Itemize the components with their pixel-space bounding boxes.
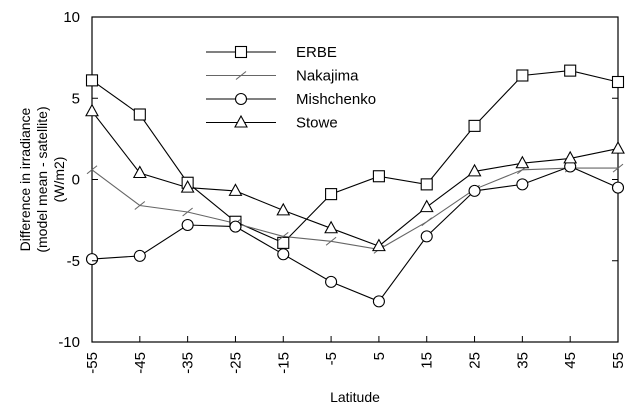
x-tick-label: 25 — [467, 352, 484, 369]
data-point-mishchenko — [229, 220, 242, 233]
y-axis-title-line: (model mean - satellite) — [34, 106, 50, 252]
data-point-erbe — [564, 64, 577, 77]
x-tick-label: -5 — [323, 352, 340, 365]
data-point-mishchenko — [372, 295, 385, 308]
data-point-nakajima — [134, 201, 146, 210]
data-point-mishchenko — [468, 184, 481, 197]
data-point-nakajima — [612, 163, 624, 173]
legend-marker-mishchenko — [234, 92, 248, 106]
legend-label-mishchenko: Mishchenko — [296, 91, 376, 108]
x-tick-label: -55 — [84, 352, 101, 374]
legend-marker-stowe — [234, 114, 248, 128]
series-line-nakajima — [91, 167, 618, 250]
x-tick-label: 15 — [419, 352, 436, 369]
data-point-stowe — [419, 199, 434, 213]
x-tick-label: -45 — [132, 352, 149, 374]
x-tick-label: -25 — [227, 352, 244, 374]
data-point-erbe — [133, 108, 146, 121]
data-point-erbe — [420, 178, 433, 191]
legend-label-nakajima: Nakajima — [296, 68, 359, 85]
data-point-mishchenko — [420, 230, 433, 243]
legend-label-erbe: ERBE — [296, 44, 337, 61]
data-point-mishchenko — [516, 178, 529, 191]
data-point-erbe — [611, 75, 625, 89]
y-tick-label: -10 — [58, 334, 80, 351]
x-tick-label: 55 — [610, 352, 627, 369]
y-tick-label: 0 — [72, 172, 80, 189]
data-point-erbe — [372, 170, 385, 183]
data-point-erbe — [516, 69, 529, 82]
y-tick-label: 5 — [72, 90, 80, 107]
x-tick-label: -35 — [180, 352, 197, 374]
data-point-nakajima — [86, 165, 98, 175]
y-axis-title-line: (W/m2) — [51, 157, 67, 203]
data-point-mishchenko — [611, 181, 625, 194]
y-tick-label: 10 — [63, 9, 80, 26]
x-tick-label: 45 — [562, 352, 579, 369]
data-point-stowe — [228, 183, 243, 196]
data-point-stowe — [515, 155, 530, 169]
data-point-stowe — [180, 179, 195, 193]
data-point-mishchenko — [325, 275, 338, 288]
data-point-stowe — [324, 220, 339, 234]
data-point-nakajima — [421, 217, 433, 227]
y-tick-label: -5 — [67, 253, 80, 270]
data-point-mishchenko — [277, 248, 290, 261]
legend-marker-erbe — [234, 45, 248, 59]
legend-marker-nakajima — [235, 71, 247, 80]
x-tick-label: -15 — [275, 352, 292, 374]
series-line-mishchenko — [91, 165, 619, 303]
x-tick-label: 5 — [371, 352, 388, 360]
data-point-stowe — [563, 150, 578, 164]
data-point-stowe — [371, 238, 386, 252]
data-point-stowe — [85, 103, 99, 117]
data-point-mishchenko — [181, 218, 194, 232]
data-point-stowe — [467, 163, 482, 177]
data-point-nakajima — [182, 207, 193, 217]
data-point-stowe — [276, 202, 291, 216]
legend-label-stowe: Stowe — [296, 115, 338, 132]
y-axis-title: Difference in irradiance (model mean - sa… — [17, 106, 67, 252]
x-tick-label: 35 — [514, 352, 531, 369]
data-point-erbe — [85, 74, 99, 87]
series-line-erbe — [91, 70, 619, 244]
data-point-mishchenko — [133, 249, 146, 262]
y-axis-title-line: Difference in irradiance — [17, 107, 33, 251]
data-point-erbe — [325, 188, 338, 201]
plot-frame — [91, 16, 619, 343]
data-point-erbe — [468, 119, 481, 132]
x-axis-title: Latitude — [330, 389, 380, 405]
data-point-mishchenko — [85, 253, 99, 266]
data-point-nakajima — [325, 236, 337, 246]
data-point-stowe — [611, 140, 625, 154]
series-line-stowe — [91, 110, 619, 247]
data-point-nakajima — [277, 231, 289, 241]
data-point-stowe — [132, 165, 147, 179]
